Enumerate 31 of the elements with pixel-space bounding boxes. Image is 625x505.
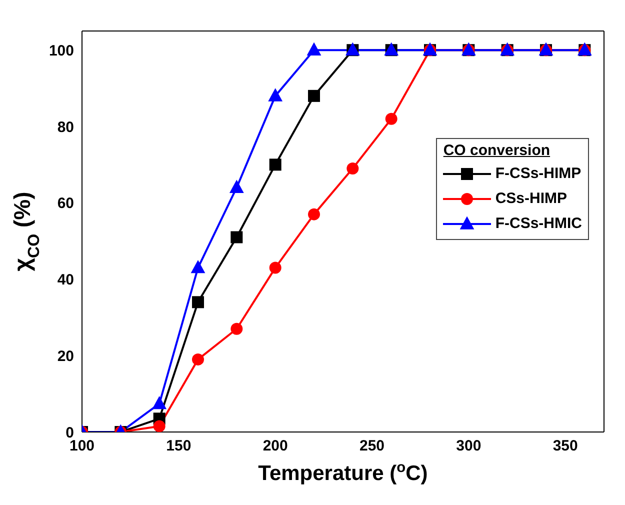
point	[152, 396, 167, 410]
point	[190, 260, 206, 274]
point	[230, 322, 243, 335]
x-axis-title: Temperature ($^{o}$C)	[258, 460, 428, 485]
point	[346, 162, 359, 174]
legend-label: F-CSs-HMIC	[495, 215, 582, 232]
x-tick-label: 300	[456, 438, 482, 455]
point	[268, 88, 283, 102]
legend-title: CO conversion	[443, 142, 552, 159]
x-tick-label: 350	[552, 438, 578, 455]
point	[153, 420, 166, 432]
y-tick-label: 60	[57, 195, 74, 212]
point	[306, 42, 322, 56]
point	[308, 90, 320, 102]
x-tick-label: 200	[262, 438, 288, 455]
x-tick-label: 250	[359, 438, 385, 455]
point	[269, 262, 282, 274]
point	[308, 208, 320, 220]
point	[192, 353, 204, 366]
legend-label: CSs-HIMP	[495, 190, 568, 207]
x-tick-label: 150	[166, 438, 192, 455]
point	[229, 180, 244, 193]
point	[230, 231, 243, 244]
point	[385, 112, 398, 125]
y-tick-label: 80	[57, 118, 74, 136]
point	[269, 158, 282, 171]
point	[192, 296, 204, 308]
y-tick-label: 100	[48, 42, 74, 60]
legend-label: F-CSs-HIMP	[495, 165, 582, 182]
y-tick-label: 40	[57, 272, 74, 289]
y-tick-label: 20	[57, 348, 74, 365]
